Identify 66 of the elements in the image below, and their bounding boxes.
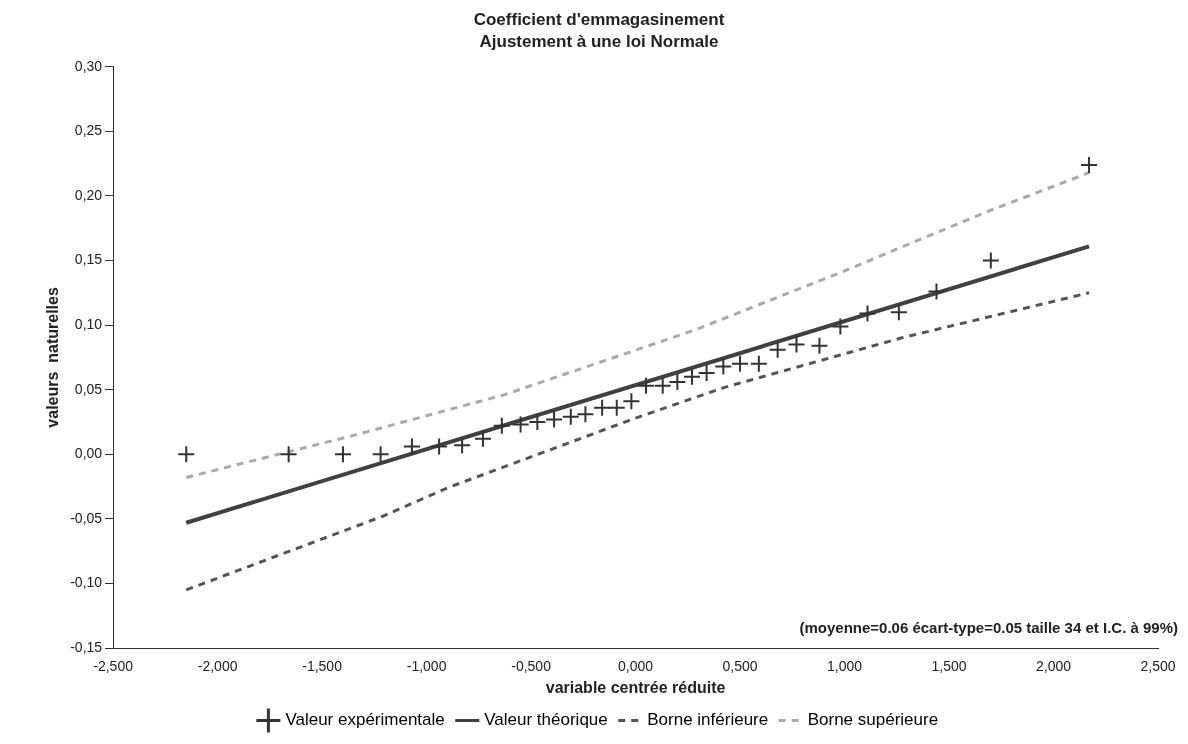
x-tick-label: 2,500 (1140, 658, 1176, 675)
annotation: (moyenne=0.06 écart-type=0.05 taille 34 et I.C. à 99%) (799, 618, 1178, 636)
y-tick-label: 0,05 (74, 380, 103, 397)
y-tick-label: -0,05 (70, 509, 103, 526)
x-tick-label: -1,000 (406, 658, 447, 675)
point (528, 412, 547, 431)
point (402, 437, 421, 456)
x-tick-label: 1,000 (827, 658, 863, 675)
y-tick-label: 0,10 (74, 315, 103, 332)
point (653, 376, 672, 395)
point (927, 282, 946, 301)
y-tick-label: 0,00 (74, 445, 103, 462)
point (768, 340, 787, 359)
point (561, 407, 580, 426)
y-tick-label: 0,15 (74, 251, 103, 268)
x-tick-label: 0,000 (618, 658, 654, 675)
point (981, 251, 1000, 270)
x-axis-title: variable centrée réduite (545, 678, 726, 696)
point (607, 398, 626, 417)
point (889, 303, 908, 322)
point (749, 354, 768, 373)
point (858, 304, 877, 323)
point (492, 416, 511, 435)
y-tick-label: 0,20 (74, 186, 103, 203)
point (474, 429, 492, 448)
legend-label: Valeur expérimentale (285, 710, 445, 730)
point (831, 317, 850, 336)
point (697, 363, 716, 382)
point (668, 372, 687, 391)
x-tick-label: -1,500 (302, 658, 343, 675)
x-tick-label: 1,500 (931, 658, 967, 675)
point (279, 445, 298, 464)
point (593, 398, 612, 417)
point (731, 354, 750, 373)
point (430, 437, 449, 456)
point (576, 405, 595, 424)
point (371, 445, 390, 464)
y-axis-title: valeurs naturelles (44, 287, 62, 428)
x-tick-label: -0,500 (511, 658, 552, 675)
y-tick-label: -0,10 (70, 574, 103, 591)
line-series (184, 291, 1091, 592)
point (637, 376, 655, 395)
y-tick-label: -0,15 (70, 638, 103, 655)
y-tick-label: 0,30 (74, 57, 103, 74)
point (177, 445, 196, 464)
x-tick-label: 0,500 (722, 658, 758, 675)
x-tick-label: 2,000 (1035, 658, 1072, 675)
point (714, 357, 733, 376)
point (810, 336, 829, 355)
point (622, 392, 641, 411)
legend-label: Valeur théorique (484, 710, 608, 730)
y-tick-label: 0,25 (74, 122, 103, 139)
x-tick-label: -2,500 (93, 658, 134, 675)
chart-title: Coefficient d'emmagasinement (473, 9, 725, 29)
point (333, 445, 352, 464)
point (1080, 155, 1099, 174)
line-series (184, 171, 1091, 480)
x-tick-label: -2,000 (197, 658, 238, 675)
point (511, 415, 530, 434)
point (545, 410, 564, 429)
legend-label: Borne supérieure (807, 710, 939, 730)
point (682, 367, 701, 386)
chart-subtitle: Ajustement à une loi Normale (479, 32, 719, 52)
point (453, 436, 472, 455)
point (787, 335, 806, 354)
legend-label: Borne inférieure (647, 710, 769, 730)
